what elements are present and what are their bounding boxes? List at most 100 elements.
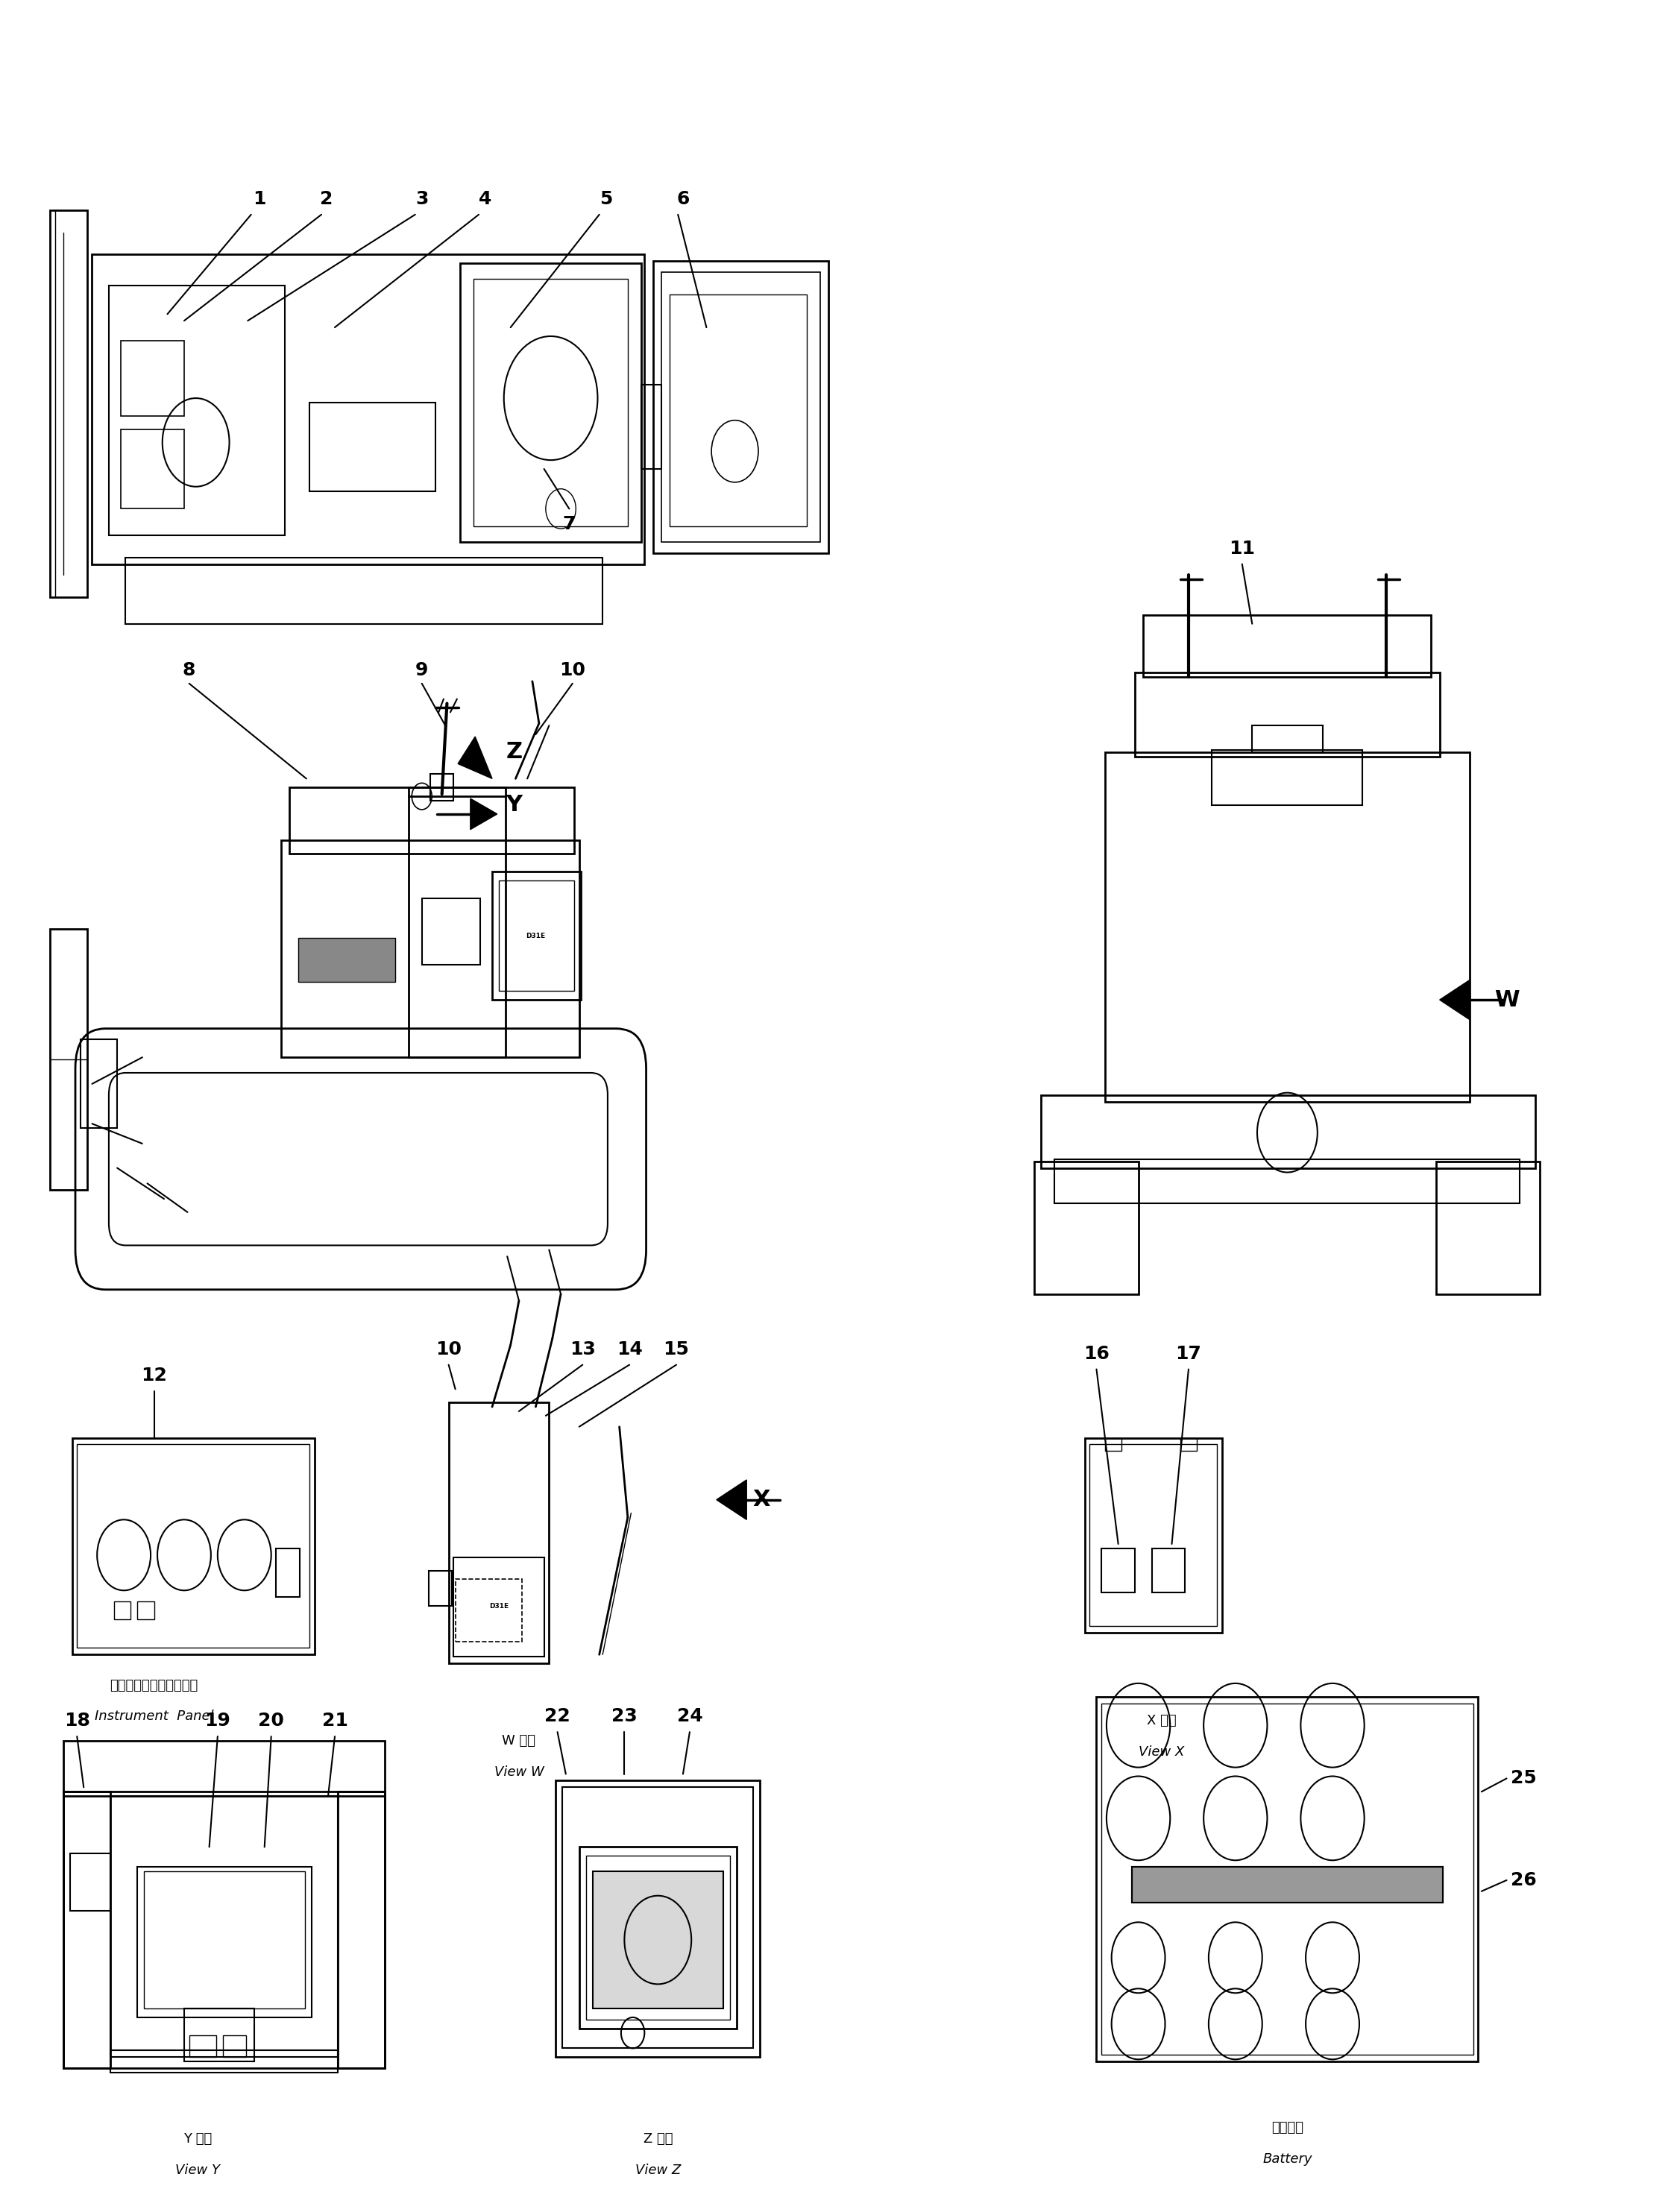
Text: 21: 21 xyxy=(321,1712,348,1730)
Text: View Y: View Y xyxy=(176,2163,219,2177)
Bar xyxy=(281,841,579,1057)
Text: 15: 15 xyxy=(663,1340,690,1358)
Text: Battery: Battery xyxy=(1262,2152,1312,2166)
Text: 8: 8 xyxy=(182,661,196,679)
Bar xyxy=(499,880,574,991)
Bar xyxy=(661,272,820,542)
Bar xyxy=(1055,1159,1520,1203)
Bar xyxy=(92,254,644,564)
Text: 7: 7 xyxy=(562,515,576,533)
Text: Y: Y xyxy=(506,794,522,816)
Bar xyxy=(408,787,506,1057)
Bar xyxy=(556,1781,760,2057)
Bar xyxy=(1252,726,1322,752)
Bar xyxy=(670,294,807,526)
Bar xyxy=(64,1792,385,2068)
Text: 12: 12 xyxy=(141,1367,167,1385)
Polygon shape xyxy=(1440,980,1470,1020)
Text: 24: 24 xyxy=(676,1708,703,1725)
Bar xyxy=(1135,672,1440,757)
Bar xyxy=(276,1548,300,1597)
Bar xyxy=(1035,1161,1138,1294)
Bar xyxy=(562,1787,753,2048)
Text: 2: 2 xyxy=(320,190,333,208)
Text: X: X xyxy=(753,1489,770,1511)
Bar xyxy=(80,1040,117,1128)
Bar xyxy=(586,1856,730,2020)
Text: バッテリ: バッテリ xyxy=(1271,2121,1304,2135)
Bar xyxy=(1180,1438,1197,1451)
Bar xyxy=(126,557,603,624)
Bar xyxy=(121,341,184,416)
Bar xyxy=(1041,1095,1535,1168)
Bar xyxy=(1101,1548,1135,1593)
Text: Z: Z xyxy=(506,741,522,763)
Text: W 　視: W 視 xyxy=(502,1734,536,1747)
Bar xyxy=(492,872,581,1000)
Text: 9: 9 xyxy=(415,661,429,679)
Bar xyxy=(64,1792,110,2068)
Text: 19: 19 xyxy=(204,1712,231,1730)
Bar xyxy=(1105,752,1470,1102)
Bar xyxy=(1105,1438,1122,1451)
Text: 25: 25 xyxy=(1510,1770,1537,1787)
Bar xyxy=(121,429,184,509)
Bar xyxy=(189,2035,216,2057)
Text: 18: 18 xyxy=(64,1712,90,1730)
Bar xyxy=(114,1601,131,1619)
Bar xyxy=(1090,1444,1217,1626)
Bar xyxy=(454,1557,544,1657)
Text: 4: 4 xyxy=(479,190,492,208)
Bar xyxy=(298,938,395,982)
Bar xyxy=(429,1571,452,1606)
Text: 11: 11 xyxy=(1229,540,1256,557)
Text: View Z: View Z xyxy=(634,2163,681,2177)
Bar xyxy=(338,1792,385,2068)
Bar xyxy=(1212,750,1363,805)
Bar xyxy=(460,263,641,542)
Text: 16: 16 xyxy=(1083,1345,1110,1363)
Bar xyxy=(137,1601,154,1619)
Text: 13: 13 xyxy=(569,1340,596,1358)
Polygon shape xyxy=(716,1480,747,1520)
Bar xyxy=(579,1847,737,2028)
Bar xyxy=(653,261,829,553)
Bar xyxy=(77,1444,310,1648)
Text: Y 　視: Y 視 xyxy=(182,2132,213,2146)
Text: D31E: D31E xyxy=(489,1601,509,1610)
Text: 20: 20 xyxy=(258,1712,285,1730)
Bar xyxy=(72,1438,315,1655)
Bar xyxy=(64,1741,385,1796)
Bar xyxy=(1085,1438,1222,1632)
Bar xyxy=(1132,1867,1443,1902)
Bar xyxy=(1132,1867,1443,1902)
Text: 5: 5 xyxy=(599,190,613,208)
Text: Instrument  Panel: Instrument Panel xyxy=(94,1710,214,1723)
Bar xyxy=(474,279,628,526)
Bar xyxy=(1101,1703,1473,2055)
Text: 6: 6 xyxy=(676,190,690,208)
Text: 22: 22 xyxy=(544,1708,571,1725)
Bar xyxy=(1096,1697,1478,2062)
Bar xyxy=(641,385,661,469)
Text: 26: 26 xyxy=(1510,1871,1537,1889)
Bar xyxy=(110,1796,338,2057)
Text: Z 　視: Z 視 xyxy=(643,2132,673,2146)
Bar xyxy=(50,210,87,597)
Text: 10: 10 xyxy=(435,1340,462,1358)
Bar xyxy=(290,787,574,854)
Text: 1: 1 xyxy=(253,190,266,208)
Bar xyxy=(137,1867,311,2017)
Text: View X: View X xyxy=(1138,1745,1185,1759)
Bar xyxy=(70,1854,110,1911)
Bar xyxy=(1152,1548,1185,1593)
Bar xyxy=(109,285,285,535)
Text: W: W xyxy=(1495,989,1518,1011)
Bar xyxy=(310,403,435,491)
Bar xyxy=(1436,1161,1540,1294)
Text: インスツルメントパネル: インスツルメントパネル xyxy=(110,1679,198,1692)
Text: 23: 23 xyxy=(611,1708,638,1725)
Bar xyxy=(184,2008,254,2062)
Bar xyxy=(1143,615,1431,677)
Polygon shape xyxy=(459,737,492,779)
